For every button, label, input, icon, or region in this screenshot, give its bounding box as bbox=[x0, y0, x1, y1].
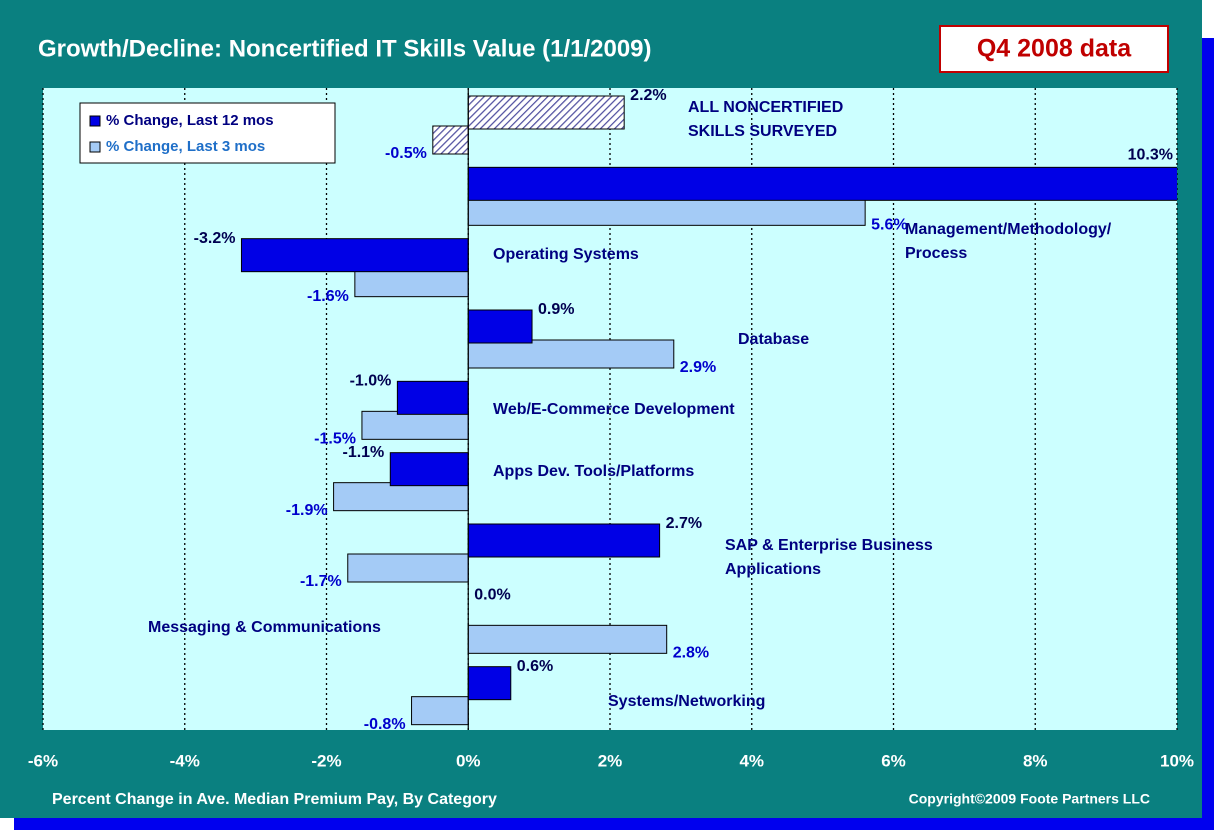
bar bbox=[389, 452, 469, 487]
x-axis-title: Percent Change in Ave. Median Premium Pa… bbox=[52, 791, 497, 808]
x-tick-label: 8% bbox=[1023, 751, 1048, 770]
value-label: -0.8% bbox=[364, 716, 406, 733]
category-label: Management/Methodology/Process bbox=[905, 221, 1112, 262]
value-label: -1.1% bbox=[342, 444, 384, 461]
value-label: 0.9% bbox=[538, 301, 574, 318]
x-tick-label: 10% bbox=[1160, 751, 1194, 770]
bar bbox=[467, 666, 512, 701]
bar bbox=[361, 410, 469, 440]
value-label: -3.2% bbox=[194, 230, 236, 247]
value-label: 2.9% bbox=[680, 359, 716, 376]
legend-label: % Change, Last 12 mos bbox=[106, 112, 274, 129]
x-tick-label: -6% bbox=[28, 751, 58, 770]
value-label: 0.0% bbox=[474, 587, 510, 604]
value-label: -1.9% bbox=[286, 502, 328, 519]
chart-title: Growth/Decline: Noncertified IT Skills V… bbox=[38, 35, 652, 62]
bar bbox=[467, 196, 866, 226]
value-label: -1.5% bbox=[314, 431, 356, 448]
category-label: Operating Systems bbox=[493, 246, 639, 263]
value-label: -1.0% bbox=[350, 373, 392, 390]
value-label: -1.7% bbox=[300, 573, 342, 590]
bar bbox=[432, 125, 469, 155]
legend-swatch bbox=[89, 115, 101, 127]
bar bbox=[467, 166, 1177, 201]
bars bbox=[240, 95, 1177, 726]
badge: Q4 2008 data bbox=[977, 35, 1132, 63]
copyright: Copyright©2009 Foote Partners LLC bbox=[909, 791, 1150, 807]
x-tick-label: -2% bbox=[311, 751, 341, 770]
bar bbox=[396, 380, 469, 415]
bar bbox=[240, 238, 469, 273]
category-label: Apps Dev. Tools/Platforms bbox=[493, 463, 694, 480]
bar bbox=[467, 339, 675, 369]
value-label: 10.3% bbox=[1128, 147, 1173, 164]
value-label: 2.8% bbox=[673, 645, 709, 662]
value-label: -1.6% bbox=[307, 288, 349, 305]
category-label: Database bbox=[738, 331, 809, 348]
value-label: 0.6% bbox=[517, 658, 553, 675]
bar bbox=[467, 309, 533, 344]
bar bbox=[347, 553, 469, 583]
value-label: 2.7% bbox=[666, 515, 702, 532]
bar bbox=[411, 696, 469, 726]
x-tick-label: 2% bbox=[598, 751, 623, 770]
bar bbox=[467, 523, 661, 558]
category-label: Systems/Networking bbox=[608, 693, 765, 710]
bar bbox=[354, 268, 469, 298]
x-tick-label: 0% bbox=[456, 751, 481, 770]
labels: -6% -4% -2% 0% 2% 4% 6% 8% 10% -0.5% 2.2% ALL NONCE… bbox=[28, 87, 1194, 770]
value-label: -0.5% bbox=[385, 145, 427, 162]
legend-box bbox=[79, 102, 336, 164]
category-label: ALL NONCERTIFIED SKILLS SURVEYED bbox=[688, 99, 843, 140]
x-tick-label: 4% bbox=[739, 751, 764, 770]
legend-swatch bbox=[89, 141, 101, 153]
value-label: 2.2% bbox=[630, 87, 666, 104]
bar bbox=[333, 482, 469, 512]
bar bbox=[467, 95, 625, 130]
category-label: Messaging & Communications bbox=[148, 619, 381, 636]
bar bbox=[467, 624, 668, 654]
category-label: SAP & Enterprise Business Applications bbox=[725, 537, 933, 578]
x-tick-label: -4% bbox=[170, 751, 200, 770]
x-tick-label: 6% bbox=[881, 751, 906, 770]
badge-box bbox=[939, 25, 1169, 73]
legend-label: % Change, Last 3 mos bbox=[106, 138, 265, 155]
value-label: 5.6% bbox=[871, 217, 907, 234]
category-label: Web/E-Commerce Development bbox=[493, 401, 735, 418]
